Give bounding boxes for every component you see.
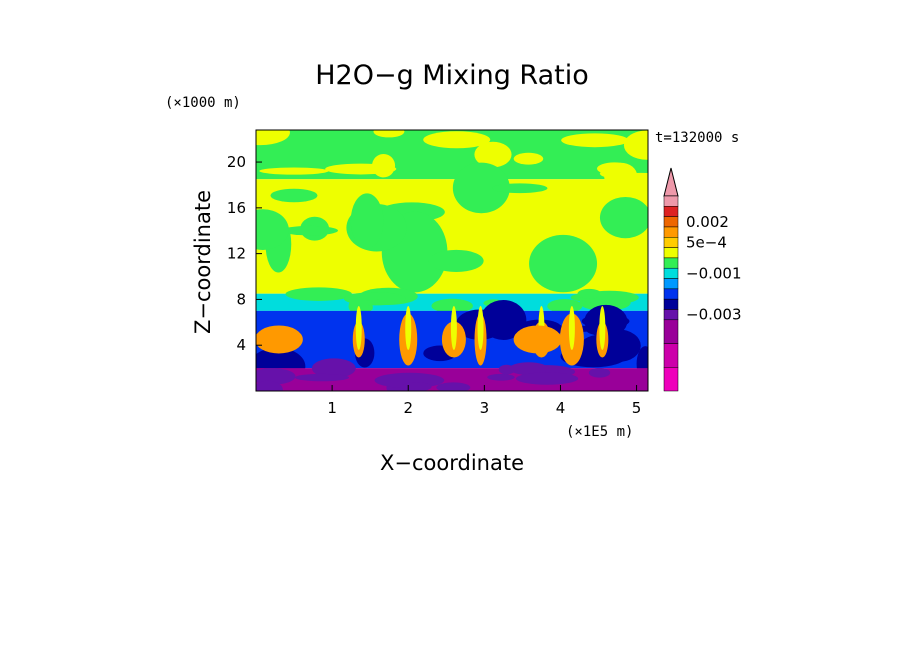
field-patch	[311, 358, 356, 379]
field-patch	[577, 288, 602, 299]
x-tick-label: 2	[403, 399, 413, 417]
colorbar-level	[663, 278, 679, 290]
field-patch	[584, 304, 628, 338]
field-patch	[623, 130, 648, 160]
field-patch	[487, 373, 515, 381]
field-patch	[599, 168, 636, 179]
field-patch	[256, 209, 289, 250]
colorbar-level	[663, 343, 679, 368]
field-patch	[588, 367, 611, 378]
x-axis-ticks: 1 2 3 4 5	[327, 385, 641, 417]
field-patch	[281, 225, 338, 236]
colorbar-level	[663, 319, 679, 344]
field-patch	[372, 153, 396, 178]
x-units-label: (×1E5 m)	[566, 424, 633, 440]
plot-frame	[255, 129, 649, 392]
x-tick-label: 3	[480, 399, 490, 417]
colorbar-level	[663, 206, 679, 217]
x-tick-label: 1	[327, 399, 337, 417]
chart-title: H2O−g Mixing Ratio	[315, 60, 589, 91]
field-patch	[561, 133, 629, 148]
field-patch	[515, 372, 579, 385]
warm-blob	[513, 325, 562, 354]
x-axis-title: X−coordinate	[380, 451, 524, 475]
field-patch	[256, 380, 283, 391]
colorbar-label: −0.003	[686, 306, 742, 324]
field-patch	[509, 362, 549, 376]
plume-top	[355, 306, 362, 351]
field-patch	[492, 183, 548, 194]
colorbar-level	[663, 216, 679, 228]
field-patch	[428, 249, 484, 272]
colorbar-label: 5e−4	[686, 233, 727, 251]
colorbar-level	[663, 226, 679, 238]
colorbar-cap	[663, 167, 679, 197]
plume-top	[477, 306, 484, 351]
colorbar-level	[663, 288, 679, 300]
field-patch	[270, 188, 318, 203]
field-patch	[256, 368, 296, 385]
field-patch	[359, 292, 382, 301]
y-axis-ticks: 4 8 12 16 20	[227, 153, 262, 354]
y-tick-label: 16	[227, 199, 246, 217]
field-patch	[452, 162, 510, 214]
field-patch	[256, 130, 290, 146]
colorbar-level	[663, 237, 679, 248]
plume-top	[450, 306, 457, 351]
y-units-label: (×1000 m)	[165, 95, 241, 111]
y-tick-label: 12	[227, 245, 246, 263]
plume-top	[599, 306, 606, 351]
colorbar-level	[663, 195, 679, 207]
colorbar-level	[663, 298, 679, 310]
x-tick-label: 5	[632, 399, 642, 417]
field-patch	[599, 196, 648, 239]
field-patch	[436, 382, 471, 391]
field-patch	[513, 152, 544, 165]
field-patch	[480, 300, 527, 340]
y-tick-label: 8	[236, 290, 246, 308]
colorbar-level	[663, 367, 679, 392]
warm-blob	[256, 325, 303, 354]
field-patch	[474, 141, 512, 168]
colorbar-label: −0.001	[686, 264, 742, 282]
plume-top	[568, 306, 575, 351]
y-axis-title: Z−coordinate	[191, 190, 215, 334]
field-patch	[431, 298, 473, 314]
y-tick-label: 4	[236, 336, 246, 354]
colorbar: 0.002 5e−4 −0.001 −0.003	[663, 167, 742, 392]
time-label: t=132000 s	[655, 130, 739, 146]
colorbar-level	[663, 267, 679, 279]
field-patch	[285, 287, 352, 301]
colorbar-label: 0.002	[686, 213, 729, 231]
field-patch	[547, 299, 583, 314]
field-patch	[373, 130, 405, 138]
field-patch	[423, 131, 491, 149]
y-tick-label: 20	[227, 153, 246, 171]
field-patch	[529, 234, 598, 293]
field-patch	[259, 167, 329, 175]
colorbar-level	[663, 309, 679, 321]
colorbar-level	[663, 257, 679, 269]
contour-plot-area	[255, 129, 649, 392]
colorbar-level	[663, 247, 679, 259]
field-patch	[400, 382, 432, 391]
x-tick-label: 4	[556, 399, 566, 417]
plume-top	[405, 306, 412, 351]
field-patch	[294, 373, 350, 382]
field-patch	[350, 193, 384, 249]
